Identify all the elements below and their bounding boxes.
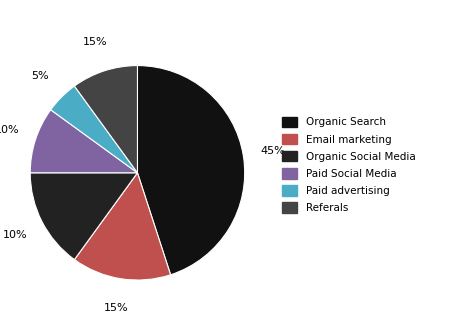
Wedge shape bbox=[30, 173, 137, 260]
Legend: Organic Search, Email marketing, Organic Social Media, Paid Social Media, Paid a: Organic Search, Email marketing, Organic… bbox=[276, 111, 421, 218]
Text: 5%: 5% bbox=[32, 71, 49, 81]
Wedge shape bbox=[137, 66, 245, 275]
Text: 10%: 10% bbox=[3, 230, 27, 240]
Text: 10%: 10% bbox=[0, 125, 19, 135]
Text: 15%: 15% bbox=[104, 303, 128, 313]
Text: 45%: 45% bbox=[261, 146, 285, 156]
Wedge shape bbox=[74, 66, 137, 173]
Wedge shape bbox=[51, 86, 137, 173]
Wedge shape bbox=[30, 110, 137, 173]
Wedge shape bbox=[74, 173, 171, 280]
Text: Consolidating Data Points For the Rule of 2s: Consolidating Data Points For the Rule o… bbox=[13, 10, 461, 28]
Text: 15%: 15% bbox=[83, 37, 107, 47]
